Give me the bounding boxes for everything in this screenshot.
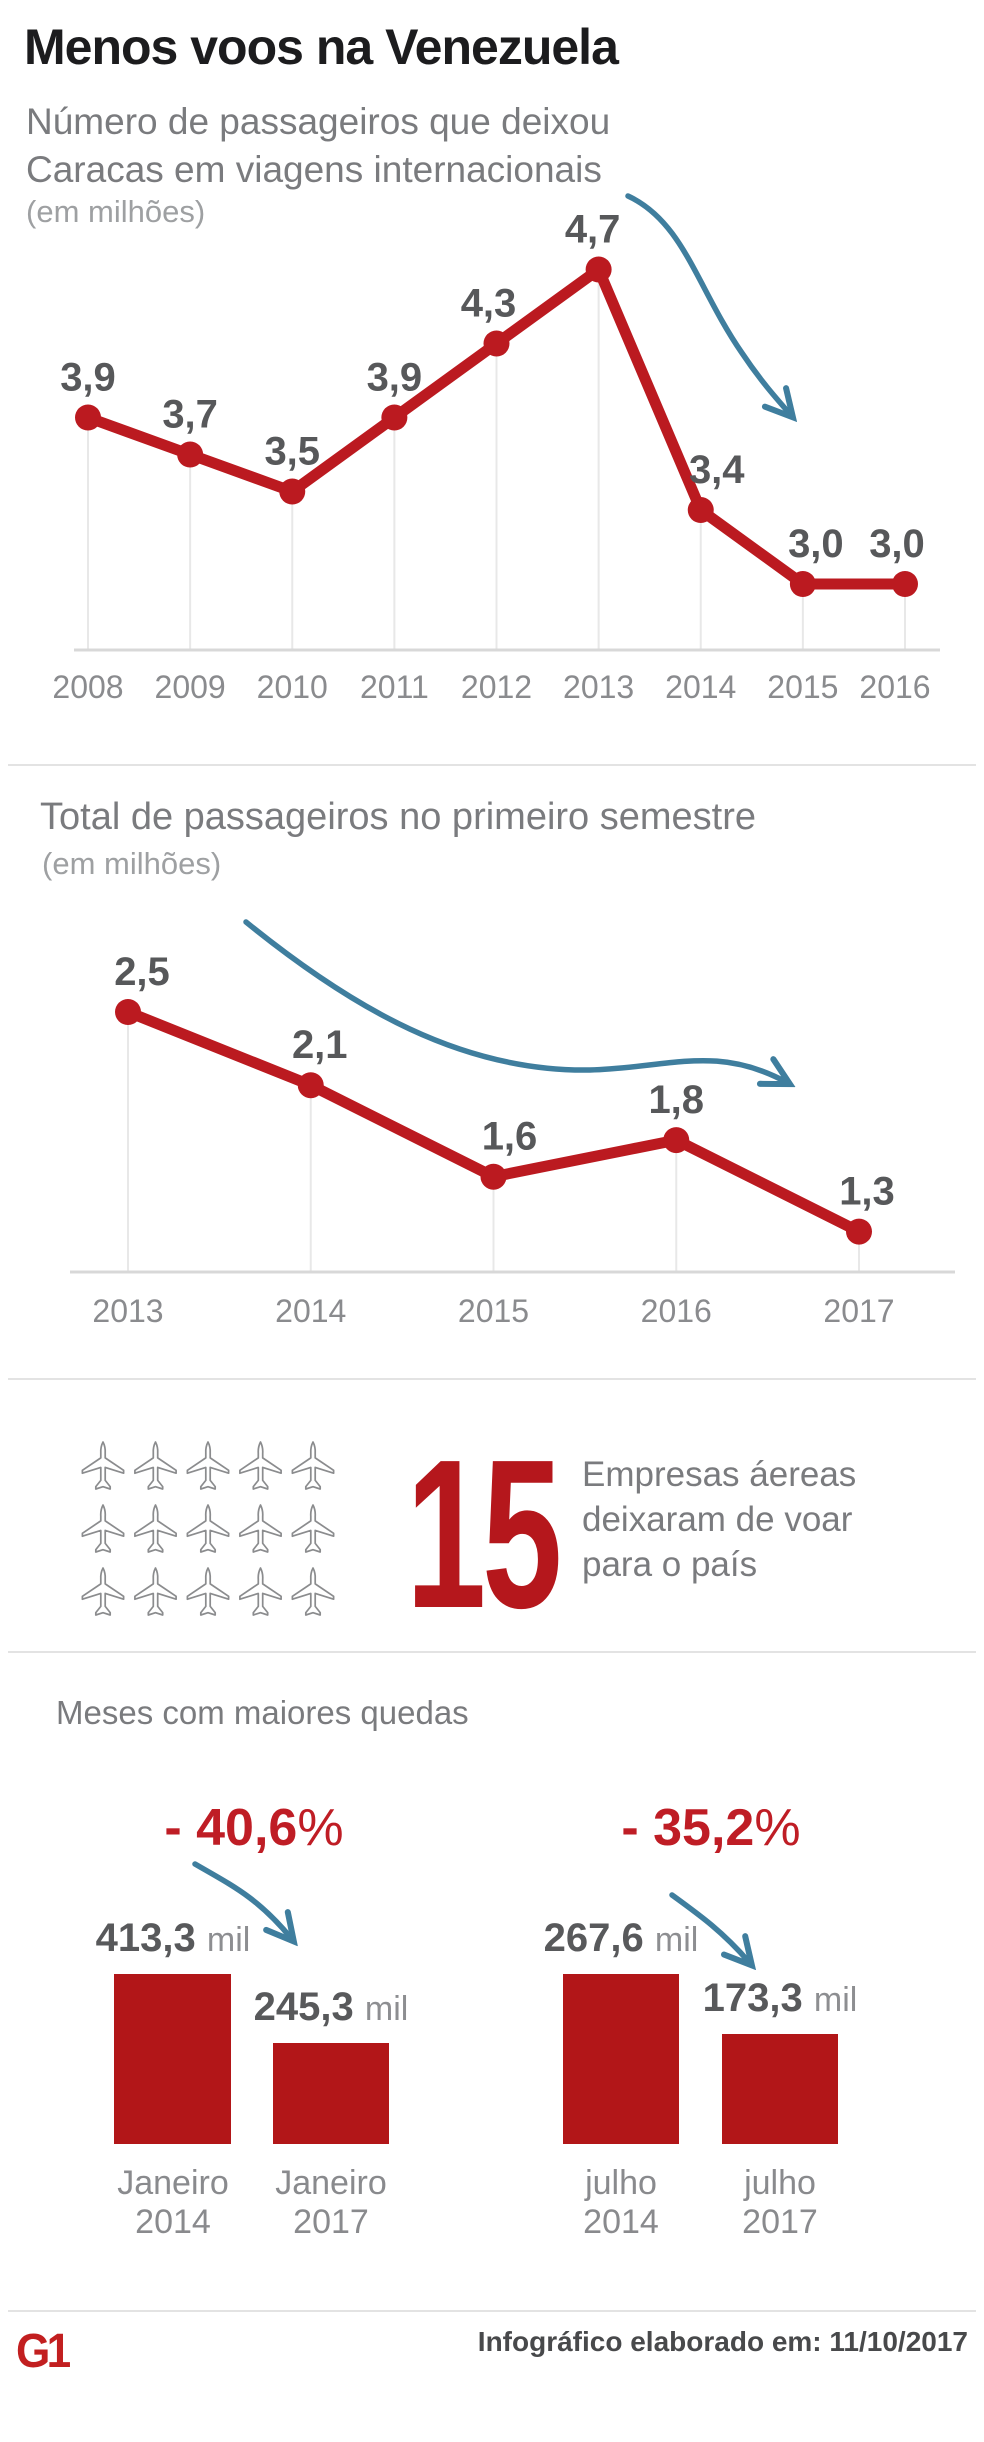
bar-julho-2014 (563, 1974, 679, 2144)
x-axis-label: 2009 (155, 669, 226, 705)
airplane-icon (186, 1504, 230, 1553)
x-axis-label: 2014 (275, 1293, 346, 1329)
data-point (177, 441, 204, 468)
chart1-unit-label: (em milhões) (26, 194, 206, 229)
x-axis-label: 2016 (641, 1293, 712, 1329)
data-point (789, 571, 816, 597)
airlines-caption: Empresas áereas deixaram de voar para o … (582, 1455, 857, 1584)
value-label: 1,8 (648, 1078, 704, 1122)
value-label: 3,0 (788, 522, 844, 566)
value-label: 3,9 (367, 356, 423, 400)
data-point (75, 404, 101, 431)
value-label: 3,9 (60, 356, 116, 400)
data-point (381, 404, 408, 431)
bar-category-label: Janeiro 2017 (275, 2164, 387, 2241)
airplane-icon (186, 1441, 230, 1490)
section-divider (8, 1378, 976, 1380)
percent-sign: % (754, 1799, 801, 1857)
x-axis-label: 2008 (52, 669, 123, 705)
value-label: 3,0 (869, 522, 925, 566)
value-label: 1,6 (482, 1115, 538, 1159)
data-point (846, 1218, 872, 1245)
airplane-icon (239, 1504, 282, 1553)
page-title: Menos voos na Venezuela (24, 19, 619, 75)
value-label: 1,3 (839, 1170, 895, 1214)
airplane-icon (134, 1504, 177, 1553)
footer-divider (8, 2310, 976, 2312)
data-point (483, 330, 510, 357)
airplane-icon (81, 1504, 125, 1553)
bar-janeiro-2014 (114, 1974, 231, 2144)
x-axis-label: 2013 (563, 669, 634, 705)
value-label: 3,4 (689, 448, 745, 492)
airplane-icon (186, 1567, 230, 1616)
data-point (115, 999, 141, 1025)
section-divider (8, 1651, 976, 1653)
value-label: 2,1 (292, 1023, 348, 1067)
airplane-icon (81, 1441, 125, 1490)
bar-category-label: julho 2017 (742, 2164, 818, 2241)
data-point (687, 497, 714, 523)
x-axis-label: 2017 (823, 1293, 894, 1329)
percent-drop-label: - 35,2% (621, 1799, 801, 1857)
chart-passengers-by-year: 3,9 3,7 3,5 3,9 4,3 4,7 3,4 3,0 3,0 2008 2009 2010 2… (52, 193, 940, 705)
data-point (279, 478, 306, 505)
airplane-icon (239, 1441, 282, 1490)
bar-value-label: 413,3 mil (95, 1916, 251, 1960)
bar-value-label: 245,3 mil (253, 1985, 409, 2029)
chart2-title: Total de passageiros no primeiro semestr… (40, 796, 757, 838)
x-axis-label: 2016 (859, 669, 930, 705)
data-point (480, 1163, 507, 1190)
airplane-icon (291, 1441, 335, 1490)
airplane-icon (291, 1504, 335, 1553)
x-axis-label: 2011 (360, 669, 429, 705)
airplane-icon (81, 1567, 125, 1616)
decline-arrow (243, 919, 786, 1082)
bar-value-label: 267,6 mil (543, 1916, 699, 1960)
percent-sign: % (297, 1799, 344, 1857)
value-label: 4,7 (565, 208, 621, 252)
data-point (663, 1127, 690, 1154)
bar-janeiro-2017 (273, 2043, 389, 2144)
x-axis-label: 2015 (767, 669, 838, 705)
drops-heading: Meses com maiores quedas (56, 1694, 469, 1731)
x-axis-label: 2015 (458, 1293, 529, 1329)
footer-credit: Infográfico elaborado em: 11/10/2017 (477, 2326, 968, 2357)
x-axis-label: 2012 (461, 669, 532, 705)
airplane-icon (291, 1567, 335, 1616)
x-axis-label: 2014 (665, 669, 736, 705)
chart-first-semester: 2,5 2,1 1,6 1,8 1,3 2013 2014 2015 2016 2017 (70, 919, 955, 1329)
airlines-count: 15 (406, 1415, 562, 1652)
value-label: 3,5 (264, 430, 320, 474)
x-axis-label: 2013 (92, 1293, 163, 1329)
value-label: 2,5 (114, 950, 170, 994)
value-label: 4,3 (461, 282, 517, 326)
bar-category-label: Janeiro 2014 (117, 2164, 229, 2241)
bar-category-label: julho 2014 (583, 2164, 659, 2241)
airplane-icon (134, 1441, 177, 1490)
g1-logo: G1 (16, 2325, 71, 2378)
airplane-icon (134, 1567, 177, 1616)
data-point (892, 571, 918, 597)
bar-julho-2017 (722, 2034, 838, 2144)
airplane-icon (239, 1567, 282, 1616)
drop-group-july: - 35,2% 267,6 mil 173,3 mil julho 2014 j… (544, 1790, 859, 2260)
decline-arrow (625, 193, 790, 414)
airplane-icon-grid (81, 1441, 335, 1616)
x-axis-label: 2010 (257, 669, 328, 705)
value-label: 3,7 (162, 393, 218, 437)
data-point (585, 256, 612, 283)
chart2-unit-label: (em milhões) (42, 846, 222, 881)
section-divider (8, 764, 976, 766)
data-point (297, 1072, 324, 1099)
bar-value-label: 173,3 mil (702, 1976, 858, 2020)
percent-drop-label: - 40,6% (164, 1799, 344, 1857)
chart1-title: Número de passageiros que deixou Caracas… (26, 101, 611, 190)
drop-group-january: - 40,6% 413,3 mil 245,3 mil Janeiro 2014… (95, 1790, 413, 2260)
